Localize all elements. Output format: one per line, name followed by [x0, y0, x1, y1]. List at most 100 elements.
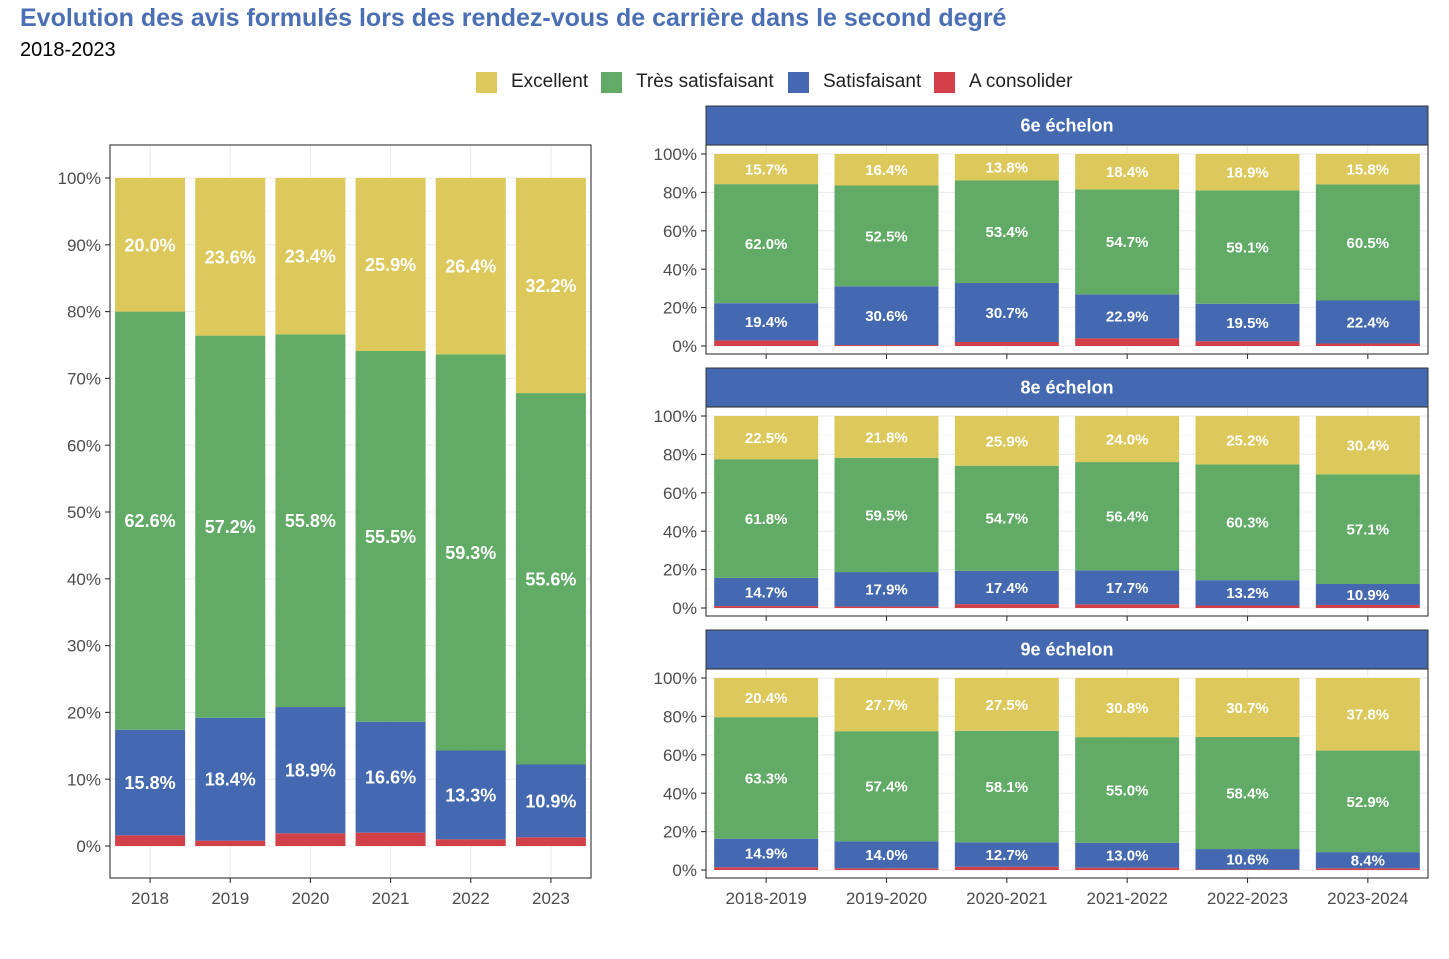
data-label: 13.3%: [445, 785, 496, 805]
data-label: 14.0%: [865, 847, 908, 864]
data-label: 12.7%: [986, 847, 1029, 864]
data-label: 20.0%: [125, 235, 176, 255]
bar-segment-a-consolider: [1075, 867, 1180, 870]
data-label: 22.5%: [745, 430, 788, 447]
bar-segment-satisfaisant: [1075, 842, 1180, 868]
y-tick-label: 0%: [672, 599, 697, 618]
bar-segment-tres-satisfaisant: [954, 730, 1059, 843]
y-tick-label: 30%: [67, 637, 101, 656]
panel-9e-echelon: 9e échelon 14.9% 63.3% 20.4% 14.0% 57.4% 27.7%…: [654, 629, 1429, 908]
bar-segment-a-consolider: [1315, 343, 1420, 346]
bar-segment-a-consolider: [1315, 604, 1420, 608]
data-label: 15.7%: [745, 161, 788, 178]
bar-segment-excellent: [1195, 416, 1300, 465]
data-label: 58.1%: [986, 779, 1029, 796]
data-label: 32.2%: [525, 276, 576, 296]
data-label: 63.3%: [745, 770, 788, 787]
data-label: 30.8%: [1106, 700, 1149, 717]
facet-strip: [705, 629, 1429, 670]
bar-segment-satisfaisant: [834, 572, 939, 607]
bar-segment-excellent: [1315, 678, 1420, 751]
bar-segment-tres-satisfaisant: [275, 334, 346, 708]
data-label: 23.6%: [205, 247, 256, 267]
bar-segment-tres-satisfaisant: [1315, 184, 1420, 301]
data-label: 26.4%: [445, 257, 496, 277]
bar-segment-a-consolider: [275, 833, 346, 846]
bar-segment-tres-satisfaisant: [1195, 190, 1300, 304]
y-tick-label: 20%: [67, 704, 101, 723]
legend: Excellent Très satisfaisant Satisfaisant…: [0, 70, 1449, 94]
bar-segment-tres-satisfaisant: [515, 393, 586, 765]
data-label: 30.6%: [865, 308, 908, 325]
bar-segment-a-consolider: [515, 837, 586, 846]
data-label: 25.9%: [365, 255, 416, 275]
y-tick-label: 40%: [663, 522, 697, 541]
data-label: 52.9%: [1347, 794, 1390, 811]
data-label: 17.9%: [865, 582, 908, 599]
data-label: 15.8%: [125, 773, 176, 793]
bar-segment-satisfaisant: [714, 577, 819, 607]
bar-segment-a-consolider: [714, 867, 819, 870]
y-tick-label: 0%: [672, 337, 697, 356]
bar-segment-excellent: [275, 178, 346, 335]
bar-segment-satisfaisant: [355, 721, 426, 833]
data-label: 18.4%: [205, 770, 256, 790]
data-label: 23.4%: [285, 247, 336, 267]
data-label: 18.9%: [1226, 165, 1269, 182]
bar-segment-tres-satisfaisant: [954, 465, 1059, 571]
data-label: 16.6%: [365, 768, 416, 788]
data-label: 15.8%: [1347, 162, 1390, 179]
y-tick-label: 100%: [654, 669, 697, 688]
legend-item-satisfaisant: Satisfaisant: [788, 70, 921, 94]
data-label: 57.2%: [205, 517, 256, 537]
data-label: 20.4%: [745, 690, 788, 707]
bar-segment-satisfaisant: [714, 303, 819, 341]
data-label: 19.5%: [1226, 315, 1269, 332]
bar-segment-tres-satisfaisant: [1195, 464, 1300, 581]
data-label: 59.5%: [865, 507, 908, 524]
bar-segment-tres-satisfaisant: [714, 717, 819, 839]
data-label: 14.7%: [745, 584, 788, 601]
x-tick-label: 2018: [131, 889, 169, 908]
data-label: 27.7%: [865, 697, 908, 714]
data-label: 24.0%: [1106, 431, 1149, 448]
panel-6e-echelon: 6e échelon 19.4% 62.0% 15.7% 30.6% 52.5% 16.4%…: [654, 105, 1429, 359]
data-label: 55.8%: [285, 511, 336, 531]
bar-segment-tres-satisfaisant: [714, 184, 819, 304]
legend-label-a-consolider: A consolider: [969, 71, 1073, 92]
data-label: 30.7%: [1226, 700, 1269, 717]
bar-segment-satisfaisant: [515, 764, 586, 838]
y-tick-label: 60%: [663, 222, 697, 241]
bar-segment-excellent: [515, 178, 586, 394]
x-tick-label: 2022-2023: [1207, 889, 1288, 908]
bar-segment-excellent: [954, 154, 1059, 181]
data-label: 22.4%: [1347, 314, 1390, 331]
data-label: 10.9%: [1347, 587, 1390, 604]
legend-label-satisfaisant: Satisfaisant: [823, 71, 922, 92]
data-label: 62.0%: [745, 236, 788, 253]
data-label: 21.8%: [865, 429, 908, 446]
bar-segment-excellent: [714, 416, 819, 460]
bar-segment-satisfaisant: [954, 842, 1059, 867]
data-label: 57.4%: [865, 779, 908, 796]
data-label: 52.5%: [865, 228, 908, 245]
legend-label-tres-satisfaisant: Très satisfaisant: [636, 71, 774, 92]
bar-segment-satisfaisant: [195, 717, 266, 841]
data-label: 13.8%: [986, 160, 1029, 177]
bar-segment-excellent: [1075, 678, 1180, 738]
y-tick-label: 100%: [654, 407, 697, 426]
legend-swatch-excellent: [476, 71, 497, 93]
data-label: 58.4%: [1226, 785, 1269, 802]
data-label: 54.7%: [986, 511, 1029, 528]
data-label: 18.9%: [285, 761, 336, 781]
panel-border: [705, 668, 1429, 879]
bar-segment-a-consolider: [1075, 604, 1180, 608]
bar-segment-tres-satisfaisant: [834, 185, 939, 287]
bar-segment-excellent: [115, 178, 186, 312]
bar-segment-tres-satisfaisant: [115, 311, 186, 730]
data-label: 27.5%: [986, 697, 1029, 714]
bar-segment-satisfaisant: [1075, 294, 1180, 339]
y-tick-label: 40%: [67, 570, 101, 589]
data-label: 62.6%: [125, 511, 176, 531]
